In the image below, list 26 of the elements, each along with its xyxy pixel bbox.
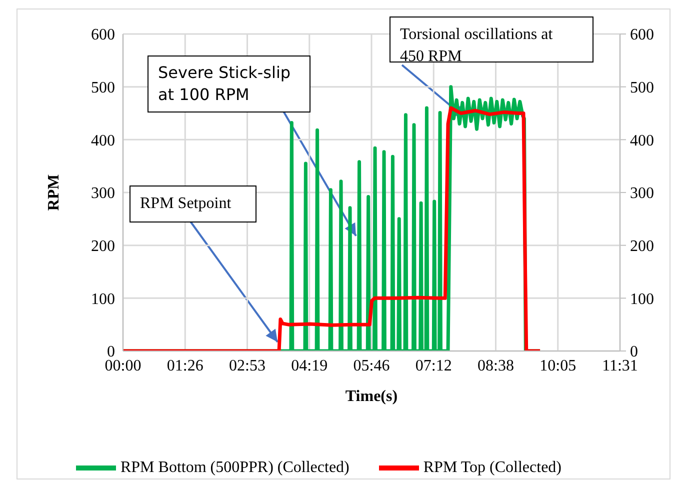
y-tick-label: 300 — [91, 185, 115, 202]
x-tick-label: 08:38 — [478, 357, 514, 374]
legend-label: RPM Bottom (500PPR) (Collected) — [120, 458, 350, 476]
annotation: RPM Setpoint — [140, 195, 232, 212]
legend-label: RPM Top (Collected) — [423, 458, 562, 476]
y2-tick-label: 100 — [630, 290, 654, 308]
y2-tick-label: 400 — [630, 132, 654, 150]
y2-tick-label: 200 — [630, 238, 654, 256]
y-tick-label: 600 — [91, 26, 115, 44]
x-tick-label: 05:46 — [353, 357, 390, 374]
y2-tick-label: 300 — [630, 185, 654, 202]
x-tick-label: 10:05 — [540, 357, 576, 374]
x-tick-label: 02:53 — [229, 357, 266, 374]
x-axis-title: Time(s) — [345, 388, 398, 405]
x-tick-label: 07:12 — [415, 357, 452, 374]
y-tick-label: 400 — [91, 132, 115, 150]
annotation: Severe Stick-slip at 100 RPM — [158, 63, 291, 104]
y-tick-label: 200 — [91, 238, 115, 256]
y2-tick-label: 600 — [630, 26, 654, 44]
annotation: Torsional oscillations at 450 RPM — [400, 26, 554, 65]
y-tick-label: 100 — [91, 290, 115, 308]
x-tick-label: 04:19 — [291, 357, 328, 374]
y-tick-label: 500 — [91, 80, 115, 97]
y-axis-title: RPM — [46, 174, 63, 211]
y2-tick-label: 500 — [630, 80, 654, 97]
x-tick-label: 01:26 — [166, 357, 204, 374]
